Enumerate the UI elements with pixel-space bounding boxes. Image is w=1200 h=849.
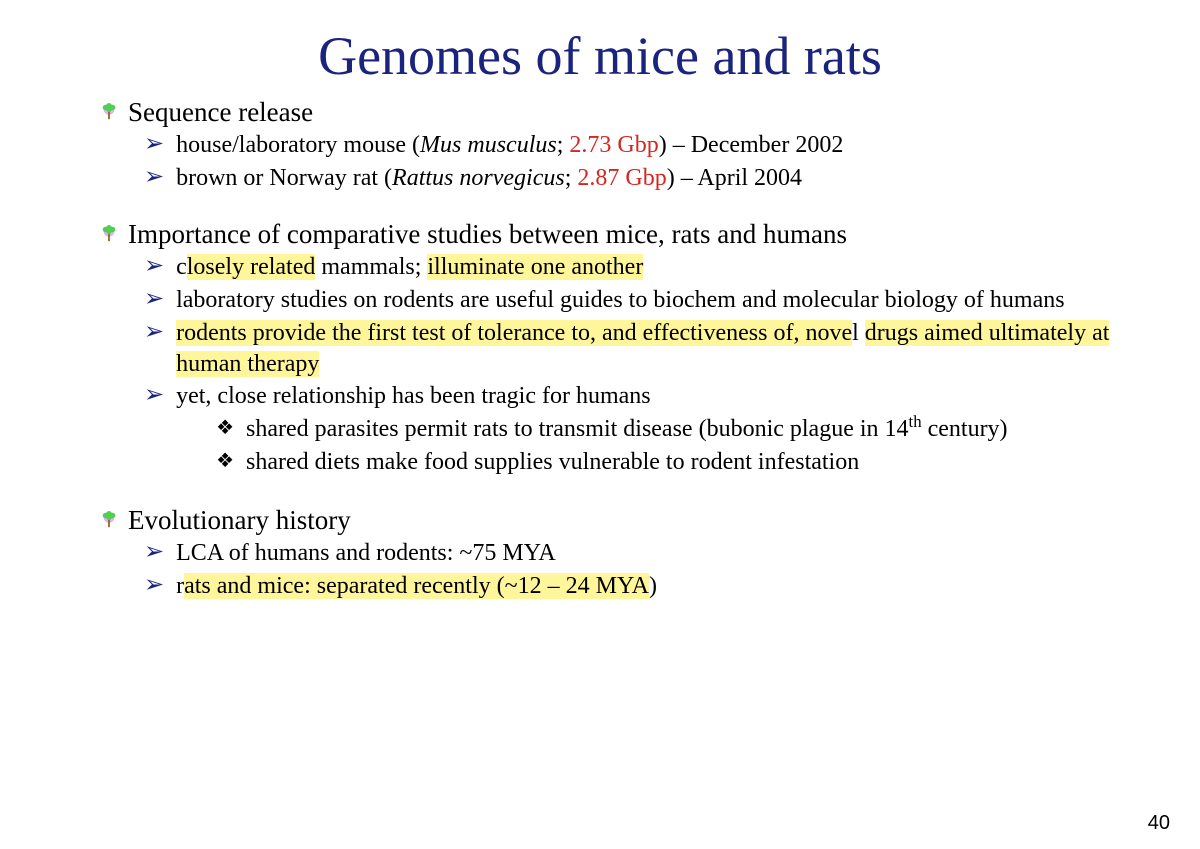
text-segment: mammals; [315,254,427,280]
sub-list: ➢ closely related mammals; illuminate on… [144,252,1140,479]
text-segment: LCA of humans and rodents: ~75 MYA [176,540,556,566]
sub-item-text: brown or Norway rat (Rattus norvegicus; … [176,163,802,194]
text-segment: th [909,412,922,431]
flower-bullet-icon [100,225,118,243]
page-number: 40 [1148,812,1170,835]
text-segment: r [176,573,184,599]
text-segment: l [852,320,865,346]
text-segment: laboratory studies on rodents are useful… [176,287,1064,313]
sub-item-text: rodents provide the first test of tolera… [176,318,1140,379]
text-segment: shared parasites permit rats to transmit… [246,416,908,442]
section-heading: Importance of comparative studies betwee… [128,219,847,250]
text-segment: ; [565,165,578,191]
sub-item: ➢ closely related mammals; illuminate on… [144,252,1140,283]
chevron-icon: ➢ [144,381,164,410]
diamond-item-text: shared parasites permit rats to transmit… [246,414,1008,445]
text-segment: Mus musculus [420,132,557,158]
sub-item-text: closely related mammals; illuminate one … [176,252,643,283]
text-segment: house/laboratory mouse ( [176,132,420,158]
bullet-icon [100,225,118,243]
sub-item: ➢ rodents provide the first test of tole… [144,318,1140,379]
chevron-icon: ➢ [144,163,164,192]
text-segment: ) [649,573,657,599]
bullet-icon [100,103,118,121]
flower-bullet-icon [100,103,118,121]
diamond-icon: ❖ [216,447,234,475]
text-segment: ) – April 2004 [667,165,802,191]
text-segment: century) [922,416,1008,442]
slide: Genomes of mice and rats Sequence releas… [0,0,1200,849]
diamond-item-text: shared diets make food supplies vulnerab… [246,447,859,478]
sub-list: ➢ LCA of humans and rodents: ~75 MYA➢ ra… [144,538,1140,601]
sub-item: ➢ house/laboratory mouse (Mus musculus; … [144,130,1140,161]
section-block: Sequence release➢ house/laboratory mouse… [60,97,1140,193]
diamond-icon: ❖ [216,414,234,442]
chevron-icon: ➢ [144,571,164,600]
section-heading-row: Evolutionary history [100,505,1140,536]
text-segment: losely related [187,254,316,280]
diamond-item: ❖ shared diets make food supplies vulner… [216,447,1007,478]
chevron-icon: ➢ [144,318,164,347]
text-segment: 2.73 Gbp [569,132,658,158]
section-block: Evolutionary history➢ LCA of humans and … [60,505,1140,601]
text-segment: brown or Norway rat ( [176,165,392,191]
flower-bullet-icon [100,511,118,529]
text-segment: ats and mice: separated recently (~12 – … [184,573,649,599]
sub-list: ➢ house/laboratory mouse (Mus musculus; … [144,130,1140,193]
sub-item-text: LCA of humans and rodents: ~75 MYA [176,538,556,569]
chevron-icon: ➢ [144,538,164,567]
sub-item-text: house/laboratory mouse (Mus musculus; 2.… [176,130,843,161]
section-heading: Sequence release [128,97,313,128]
slide-content: Sequence release➢ house/laboratory mouse… [60,97,1140,602]
sub-item-text: laboratory studies on rodents are useful… [176,285,1064,316]
sub-item-text: rats and mice: separated recently (~12 –… [176,571,657,602]
diamond-list: ❖ shared parasites permit rats to transm… [216,414,1007,477]
section-heading: Evolutionary history [128,505,351,536]
text-segment: Rattus norvegicus [392,165,565,191]
text-segment: ; [557,132,570,158]
text-segment: ) – December 2002 [659,132,844,158]
section-heading-row: Importance of comparative studies betwee… [100,219,1140,250]
slide-title: Genomes of mice and rats [60,25,1140,87]
sub-item: ➢ laboratory studies on rodents are usef… [144,285,1140,316]
chevron-icon: ➢ [144,285,164,314]
sub-item: ➢ LCA of humans and rodents: ~75 MYA [144,538,1140,569]
text-segment: yet, close relationship has been tragic … [176,383,651,409]
text-segment: shared diets make food supplies vulnerab… [246,449,859,475]
section-block: Importance of comparative studies betwee… [60,219,1140,479]
chevron-icon: ➢ [144,130,164,159]
text-segment: 2.87 Gbp [577,165,666,191]
bullet-icon [100,511,118,529]
text-segment: illuminate one another [427,254,643,280]
diamond-item: ❖ shared parasites permit rats to transm… [216,414,1007,445]
chevron-icon: ➢ [144,252,164,281]
sub-item: ➢ yet, close relationship has been tragi… [144,381,1140,479]
text-segment: rodents provide the first test of tolera… [176,320,852,346]
sub-item-text: yet, close relationship has been tragic … [176,381,1007,479]
section-heading-row: Sequence release [100,97,1140,128]
sub-item: ➢ brown or Norway rat (Rattus norvegicus… [144,163,1140,194]
text-segment: c [176,254,187,280]
sub-item: ➢ rats and mice: separated recently (~12… [144,571,1140,602]
